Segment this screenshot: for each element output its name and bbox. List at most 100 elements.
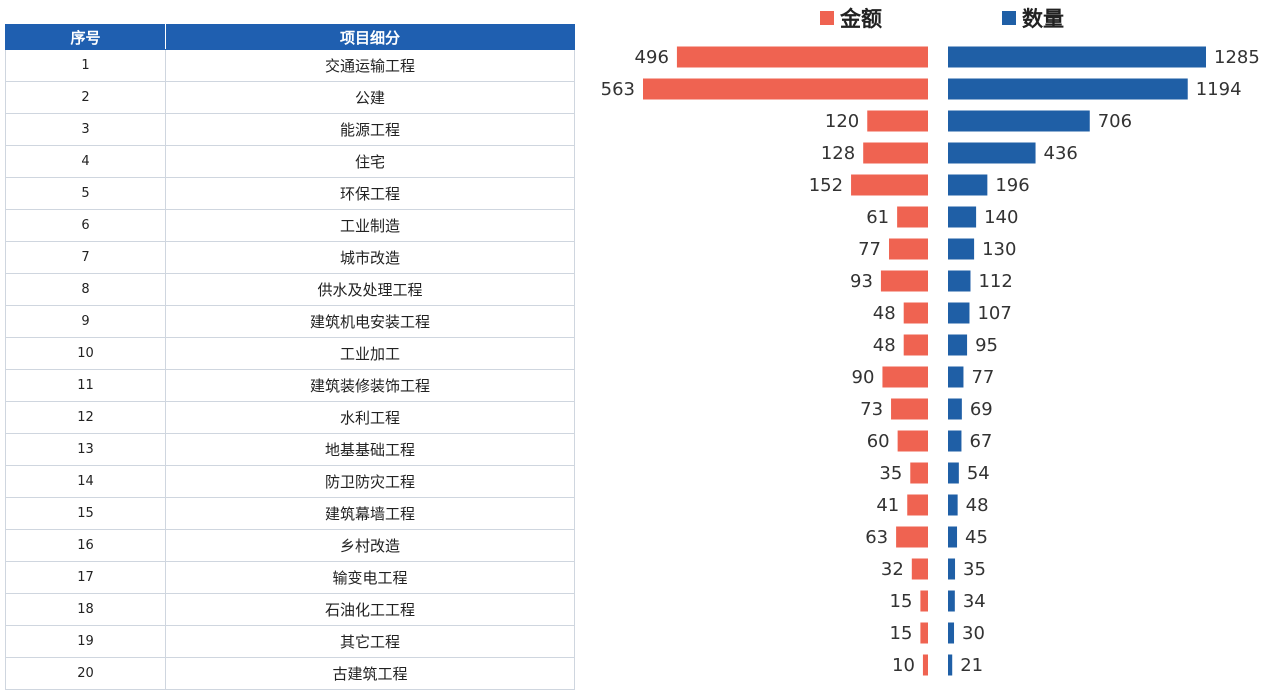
label-count: 77 [971,367,994,388]
label-count: 1285 [1214,47,1260,68]
label-amount: 41 [876,495,899,516]
row-index: 17 [5,561,166,594]
label-amount: 90 [852,367,875,388]
row-index: 10 [5,337,166,370]
bar-amount [907,494,928,516]
legend-swatch [820,11,834,25]
bar-count [948,398,962,420]
row-category: 石油化工工程 [165,593,575,626]
bar-count [948,302,970,324]
label-count: 706 [1098,111,1132,132]
row-index: 13 [5,433,166,466]
table-row: 1 交通运输工程 [5,49,575,82]
label-count: 107 [977,303,1011,324]
table-row: 3 能源工程 [5,113,575,146]
row-index: 16 [5,529,166,562]
row-index: 20 [5,657,166,690]
table-row: 12 水利工程 [5,401,575,434]
bar-amount [896,526,928,548]
table-row: 18 石油化工工程 [5,593,575,626]
row-category: 城市改造 [165,241,575,274]
label-amount: 35 [879,463,902,484]
bar-amount [880,270,928,292]
bar-count [948,238,975,260]
row-category: 防卫防灾工程 [165,465,575,498]
bar-amount [922,654,928,676]
row-index: 18 [5,593,166,626]
label-amount: 563 [601,79,635,100]
row-category: 建筑机电安装工程 [165,305,575,338]
bar-amount [851,174,928,196]
label-count: 34 [963,591,986,612]
label-amount: 77 [858,239,881,260]
table-row: 6 工业制造 [5,209,575,242]
label-amount: 32 [881,559,904,580]
table-row: 4 住宅 [5,145,575,178]
row-index: 6 [5,209,166,242]
label-amount: 15 [890,623,913,644]
bar-amount [903,334,928,356]
label-amount: 63 [865,527,888,548]
bar-count [948,558,956,580]
table-body: 1 交通运输工程 2 公建 3 能源工程 4 住宅 5 环保工程 6 工业制造 7 城市改造 8 供水及处理工… [5,49,575,690]
label-count: 1194 [1196,79,1242,100]
legend-label: 金额 [839,7,882,31]
project-table: 序号 项目细分 1 交通运输工程 2 公建 3 能源工程 4 住宅 5 环保工程 6 工业制造 7 城市改… [5,24,575,690]
row-index: 14 [5,465,166,498]
label-amount: 120 [825,111,859,132]
label-amount: 15 [890,591,913,612]
row-index: 8 [5,273,166,306]
row-category: 其它工程 [165,625,575,658]
row-category: 交通运输工程 [165,49,575,82]
bar-amount [920,622,928,644]
label-count: 95 [975,335,998,356]
label-count: 436 [1044,143,1078,164]
label-count: 112 [978,271,1012,292]
table-row: 11 建筑装修装饰工程 [5,369,575,402]
label-count: 48 [966,495,989,516]
bar-amount [867,110,928,132]
label-amount: 128 [821,143,855,164]
bar-amount [891,398,928,420]
bar-count [948,334,968,356]
bar-count [948,654,953,676]
row-index: 9 [5,305,166,338]
row-category: 建筑幕墙工程 [165,497,575,530]
bar-amount [643,78,928,100]
label-amount: 61 [866,207,889,228]
legend-swatch [1002,11,1016,25]
row-index: 19 [5,625,166,658]
bar-count [948,270,971,292]
bar-amount [920,590,928,612]
row-category: 公建 [165,81,575,114]
row-index: 5 [5,177,166,210]
label-count: 196 [995,175,1029,196]
bar-amount [889,238,928,260]
table-row: 16 乡村改造 [5,529,575,562]
table-row: 10 工业加工 [5,337,575,370]
bar-amount [911,558,928,580]
bar-count [948,142,1036,164]
table-header-row: 序号 项目细分 [5,24,575,50]
table-row: 19 其它工程 [5,625,575,658]
bar-amount [863,142,928,164]
row-index: 7 [5,241,166,274]
row-index: 11 [5,369,166,402]
row-category: 水利工程 [165,401,575,434]
label-amount: 93 [850,271,873,292]
row-index: 1 [5,49,166,82]
bar-amount [910,462,928,484]
bar-count [948,590,955,612]
bar-count [948,494,958,516]
label-count: 35 [963,559,986,580]
table-row: 20 古建筑工程 [5,657,575,690]
table-row: 8 供水及处理工程 [5,273,575,306]
label-amount: 152 [809,175,843,196]
label-count: 130 [982,239,1016,260]
bar-count [948,78,1188,100]
row-category: 建筑装修装饰工程 [165,369,575,402]
butterfly-bar-chart: 金额 数量 496 1285 563 1194 120 706 128 436 152 196 61 14… [601,7,1260,676]
row-category: 供水及处理工程 [165,273,575,306]
bar-amount [897,430,928,452]
header-index: 序号 [5,24,166,50]
